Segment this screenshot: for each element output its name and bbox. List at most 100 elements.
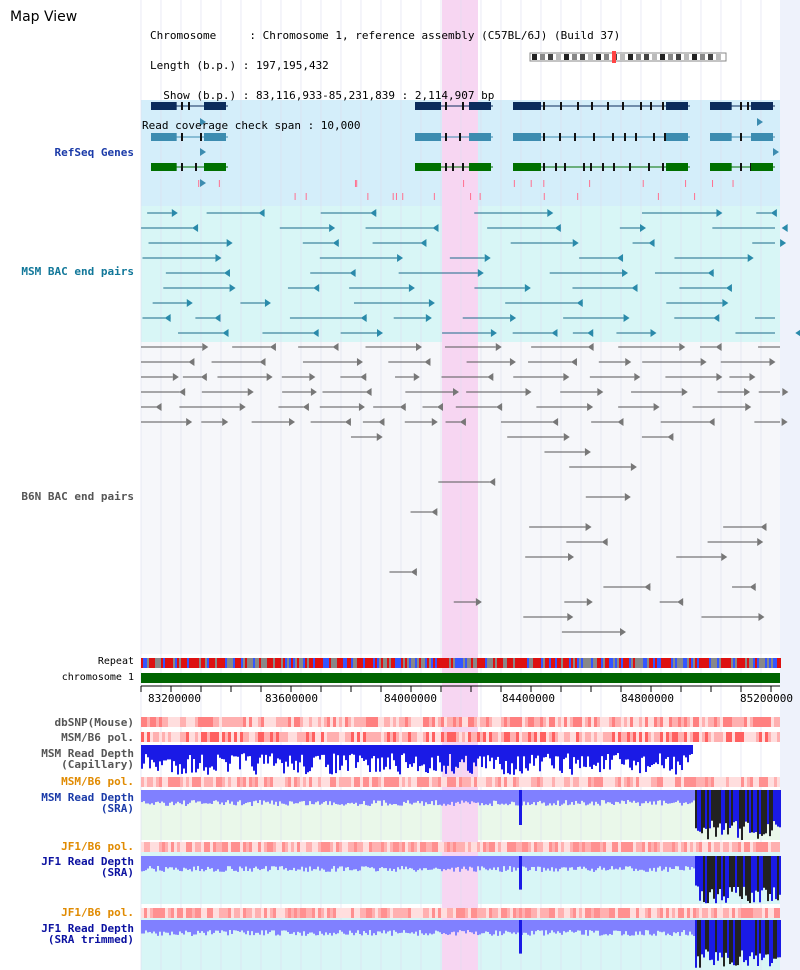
track-label-refseq[interactable]: RefSeq Genes — [54, 146, 134, 159]
polymorphism-segment — [675, 777, 678, 787]
read-depth-bar — [623, 790, 625, 802]
read-depth-bar — [489, 856, 491, 869]
read-depth-bar — [429, 856, 431, 870]
bac-end-marker — [266, 373, 273, 381]
repeat-segment — [423, 658, 425, 668]
read-depth-bar — [167, 856, 169, 869]
repeat-segment — [425, 658, 427, 668]
bac-end-marker — [630, 463, 637, 471]
polymorphism-segment — [330, 732, 333, 742]
read-depth-bar — [165, 790, 167, 806]
repeat-segment — [569, 658, 571, 668]
read-depth-bar — [311, 790, 313, 805]
read-depth-bar — [553, 790, 555, 804]
read-depth-bar — [487, 920, 489, 932]
read-depth-bar — [247, 790, 249, 803]
polymorphism-segment — [411, 777, 414, 787]
read-depth-bar — [705, 790, 707, 829]
read-depth-bar — [581, 856, 583, 869]
repeat-segment — [411, 658, 413, 668]
read-depth-bar — [443, 856, 445, 870]
gene-exon — [462, 163, 464, 171]
polymorphism-segment — [372, 842, 375, 852]
bac-end-marker — [214, 314, 221, 322]
polymorphism-segment — [495, 777, 498, 787]
read-depth-bar — [203, 856, 205, 872]
polymorphism-segment — [660, 908, 663, 918]
track-label-msm-b6-pol-2[interactable]: MSM/B6 pol. — [61, 775, 134, 788]
read-depth-bar — [467, 920, 469, 931]
polymorphism-segment — [213, 842, 216, 852]
polymorphism-segment — [483, 842, 486, 852]
track-label-b6n-bac[interactable]: B6N BAC end pairs — [21, 490, 134, 503]
repeat-segment — [489, 658, 491, 668]
read-depth-bar — [581, 920, 583, 935]
polymorphism-segment — [747, 842, 750, 852]
polymorphism-segment — [726, 732, 729, 742]
polymorphism-segment — [570, 717, 573, 727]
track-label-msm-read-depth-capillary[interactable]: MSM Read Depth (Capillary) — [41, 747, 134, 771]
read-depth-bar — [205, 745, 207, 768]
read-depth-bar — [541, 790, 543, 804]
polymorphism-segment — [279, 732, 282, 742]
polymorphism-segment — [702, 732, 705, 742]
polymorphism-segment — [384, 777, 387, 787]
track-label-msm-b6-pol-1[interactable]: MSM/B6 pol. — [61, 731, 134, 744]
read-depth-bar — [731, 856, 733, 892]
read-depth-bar — [437, 856, 439, 869]
track-label-dbsnp[interactable]: dbSNP(Mouse) — [54, 716, 134, 729]
read-depth-bar — [317, 920, 319, 936]
polymorphism-segment — [606, 777, 609, 787]
polymorphism-segment — [753, 732, 756, 742]
gene-exon — [204, 133, 226, 141]
read-depth-bar — [493, 856, 495, 868]
read-depth-bar — [485, 790, 487, 805]
bac-end-marker — [782, 388, 789, 396]
repeat-segment — [323, 658, 325, 668]
read-depth-bar — [685, 790, 687, 803]
polymorphism-segment — [417, 717, 420, 727]
track-label-jf1-b6-pol-1[interactable]: JF1/B6 pol. — [61, 840, 134, 853]
polymorphism-segment — [636, 908, 639, 918]
track-label-msm-bac[interactable]: MSM BAC end pairs — [21, 265, 134, 278]
polymorphism-segment — [201, 842, 204, 852]
gene-exon — [751, 102, 773, 110]
read-depth-bar — [585, 920, 587, 931]
read-depth-bar — [771, 856, 773, 901]
read-depth-bar — [339, 920, 341, 931]
polymorphism-segment — [498, 908, 501, 918]
track-label-msm-read-depth-sra[interactable]: MSM Read Depth (SRA) — [41, 791, 134, 815]
read-depth-bar — [583, 790, 585, 803]
track-label-jf1-b6-pol-2[interactable]: JF1/B6 pol. — [61, 906, 134, 919]
polymorphism-segment — [315, 777, 318, 787]
bac-end-marker — [239, 403, 246, 411]
read-depth-bar — [389, 745, 391, 770]
read-depth-bar — [733, 790, 735, 823]
read-depth-bar — [619, 790, 621, 804]
repeat-segment — [453, 658, 455, 668]
polymorphism-segment — [699, 777, 702, 787]
gene-exon — [188, 102, 190, 110]
polymorphism-segment — [408, 908, 411, 918]
repeat-segment — [685, 658, 687, 668]
polymorphism-segment — [666, 717, 669, 727]
polymorphism-segment — [351, 842, 354, 852]
read-depth-bar — [207, 745, 209, 775]
track-label-jf1-read-depth-sra[interactable]: JF1 Read Depth (SRA) — [41, 855, 134, 879]
read-depth-bar — [165, 856, 167, 868]
polymorphism-segment — [243, 908, 246, 918]
repeat-segment — [187, 658, 189, 668]
polymorphism-segment — [729, 717, 732, 727]
repeat-segment — [643, 658, 645, 668]
read-depth-bar — [189, 745, 191, 756]
track-label-jf1-read-depth-trimmed[interactable]: JF1 Read Depth (SRA trimmed) — [41, 922, 134, 946]
read-depth-bar — [145, 745, 147, 755]
read-depth-bar — [637, 856, 639, 871]
polymorphism-segment — [675, 732, 678, 742]
read-depth-bar — [637, 790, 639, 803]
repeat-segment — [477, 658, 479, 668]
polymorphism-segment — [582, 777, 585, 787]
polymorphism-segment — [288, 777, 291, 787]
polymorphism-segment — [363, 842, 366, 852]
